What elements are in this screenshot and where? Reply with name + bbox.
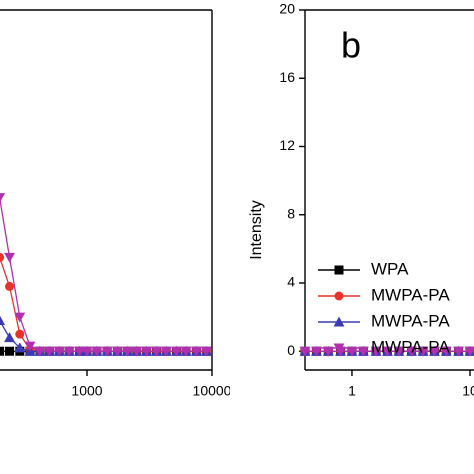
- marker: [74, 346, 85, 357]
- marker: [171, 346, 182, 357]
- marker: [4, 332, 15, 343]
- marker: [200, 346, 212, 357]
- marker: [322, 346, 334, 357]
- y-tick-label: 12: [279, 137, 295, 153]
- marker: [4, 252, 15, 263]
- legend-marker: [333, 316, 345, 327]
- marker: [24, 341, 36, 352]
- x-tick-label: 1000: [71, 383, 102, 399]
- marker: [417, 346, 429, 357]
- marker: [440, 346, 452, 357]
- marker: [63, 346, 75, 357]
- marker: [180, 346, 192, 357]
- marker: [141, 346, 153, 357]
- marker: [111, 346, 123, 357]
- marker: [346, 346, 358, 357]
- legend-marker: [334, 265, 344, 275]
- marker: [15, 329, 25, 339]
- y-tick-label: 8: [287, 205, 295, 221]
- y-tick-label: 4: [287, 274, 295, 290]
- legend-marker: [333, 343, 345, 354]
- marker: [0, 315, 6, 326]
- marker: [14, 312, 26, 323]
- y-tick-label: 0: [287, 342, 295, 358]
- marker: [370, 346, 382, 357]
- marker: [464, 346, 474, 357]
- legend-label: MWPA-PA: [371, 285, 450, 304]
- marker: [101, 346, 113, 357]
- legend-label: WPA: [371, 259, 409, 278]
- series-line: [0, 257, 207, 352]
- marker: [34, 346, 46, 357]
- x-tick-label: 1: [348, 383, 356, 399]
- y-tick-label: 16: [279, 69, 295, 85]
- marker: [131, 346, 143, 357]
- marker: [0, 193, 6, 203]
- marker: [393, 346, 405, 357]
- marker: [429, 346, 440, 357]
- series-line: [0, 197, 207, 352]
- chart-b: 110100048121620IntensitybWPAMWPA-PAMWPA-…: [248, 1, 474, 399]
- y-axis-label: Intensity: [248, 200, 265, 260]
- marker: [0, 252, 5, 262]
- marker: [0, 346, 5, 356]
- marker: [382, 346, 393, 357]
- marker: [81, 346, 93, 357]
- x-tick-label: 10000: [193, 383, 232, 399]
- marker: [91, 346, 103, 357]
- marker: [5, 346, 15, 356]
- marker: [190, 346, 202, 357]
- marker: [358, 346, 369, 357]
- marker: [151, 346, 162, 357]
- legend-label: MWPA-PA: [371, 337, 450, 356]
- marker: [14, 342, 26, 353]
- marker: [5, 281, 15, 291]
- marker: [311, 346, 322, 357]
- legend-marker: [334, 291, 344, 301]
- marker: [406, 346, 417, 357]
- marker: [453, 346, 464, 357]
- marker: [121, 346, 133, 357]
- panel-label: b: [341, 25, 361, 66]
- x-tick-label: 10: [462, 383, 474, 399]
- marker: [43, 346, 55, 357]
- marker: [160, 346, 172, 357]
- chart-a: 100100010000: [0, 9, 232, 399]
- marker: [299, 346, 311, 357]
- marker: [53, 346, 65, 357]
- legend-label: MWPA-PA: [371, 311, 450, 330]
- y-tick-label: 20: [279, 1, 295, 17]
